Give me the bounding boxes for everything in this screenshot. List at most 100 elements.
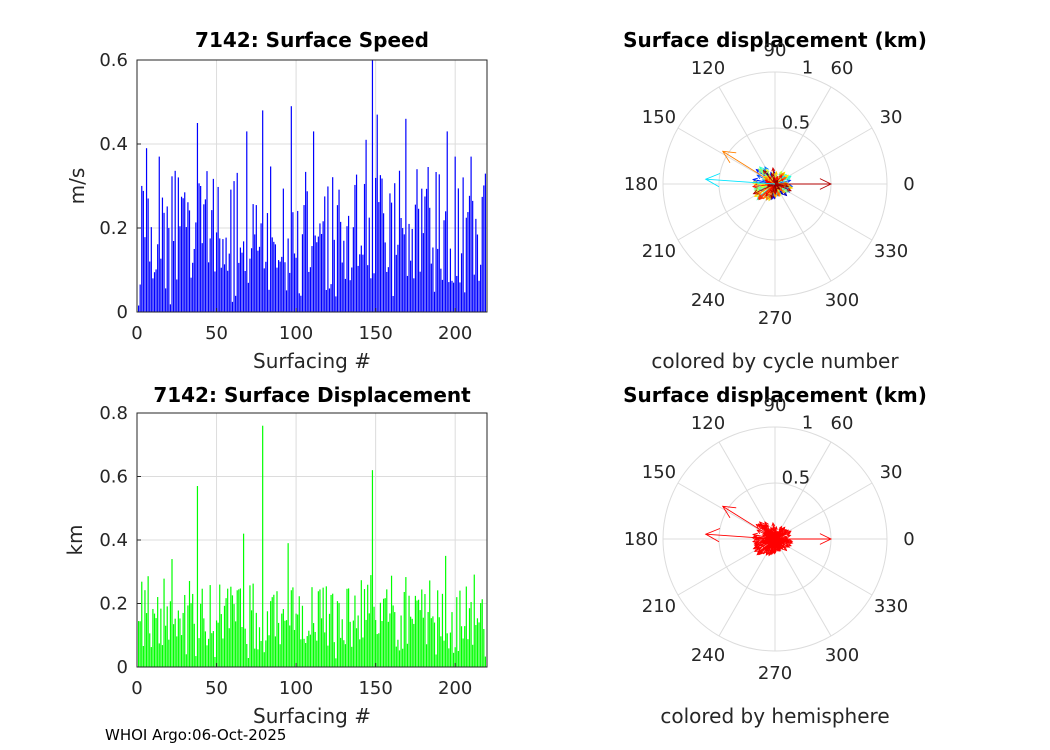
speed-bar: [425, 188, 428, 312]
polar-cycle-ring-label: 0.5: [782, 112, 811, 133]
speed-bar: [437, 248, 439, 312]
speed-bar: [305, 171, 307, 312]
displacement-bar: [387, 621, 389, 667]
displacement-bar: [142, 646, 144, 667]
speed-bar: [250, 248, 253, 312]
speed-bar: [153, 272, 156, 312]
speed-bar: [239, 247, 242, 312]
polar-hemisphere-spoke: [718, 538, 776, 637]
speed-bar: [214, 271, 216, 312]
displacement-bar: [362, 637, 364, 667]
speed-bar: [144, 237, 146, 312]
displacement-bar: [174, 618, 176, 667]
displacement-bar: [196, 486, 199, 667]
displacement-ytick-label: 0: [117, 657, 128, 678]
displacement-bar: [324, 632, 326, 667]
polar-hemisphere-title: Surface displacement (km): [623, 383, 927, 407]
displacement-bar: [475, 625, 477, 667]
polar-hemisphere-ring-label: 0.5: [782, 467, 811, 488]
speed-bar: [365, 139, 367, 312]
displacement-bar: [322, 587, 324, 667]
speed-bar: [137, 305, 140, 312]
speed-bar: [209, 238, 211, 312]
speed-bar: [309, 267, 312, 312]
polar-hemisphere-angle-label: 90: [764, 395, 787, 416]
displacement-bar: [177, 610, 179, 667]
speed-bar: [242, 241, 245, 312]
displacement-bar: [349, 621, 351, 667]
displacement-bar: [478, 622, 480, 667]
displacement-bar: [419, 610, 421, 667]
speed-bar: [227, 270, 229, 312]
speed-axes-box: [136, 59, 488, 313]
polar-hemisphere-arrow: [774, 538, 781, 545]
displacement-bar: [400, 615, 402, 667]
speed-xtick-label: 150: [358, 323, 392, 344]
speed-bar: [166, 206, 168, 312]
displacement-bar: [255, 612, 257, 667]
polar-cycle-angle-label: 0: [903, 174, 914, 195]
displacement-bar: [417, 599, 420, 667]
speed-bar: [187, 202, 189, 312]
displacement-bar: [352, 620, 354, 667]
polar-cycle-chart: Surface displacement (km) 0 30 60 90 120 150 1…: [623, 28, 927, 373]
polar-hemisphere-caption: colored by hemisphere: [660, 704, 889, 728]
speed-bar: [395, 254, 397, 312]
speed-bar: [270, 166, 272, 312]
displacement-bar: [153, 613, 156, 667]
speed-bar: [419, 271, 421, 312]
polar-cycle-arrow: [774, 183, 778, 193]
displacement-bar: [270, 601, 272, 667]
speed-bar: [362, 254, 364, 312]
displacement-bar: [265, 640, 267, 667]
displacement-bar: [246, 643, 248, 667]
speed-bar: [459, 282, 461, 312]
speed-bars: [137, 60, 487, 313]
speed-bar: [249, 258, 251, 312]
polar-hemisphere-angle-label: 240: [691, 645, 725, 666]
speed-bar: [382, 213, 385, 312]
speed-bar: [336, 205, 339, 312]
speed-bar: [292, 212, 294, 312]
speed-bar: [432, 247, 434, 312]
speed-bar: [201, 243, 203, 312]
displacement-bar: [338, 602, 340, 667]
speed-bar: [446, 131, 448, 312]
speed-bar: [301, 234, 304, 312]
speed-bar: [212, 178, 214, 312]
speed-bar: [297, 210, 299, 312]
speed-bar: [284, 262, 286, 312]
speed-bar: [400, 218, 402, 312]
speed-bar: [303, 205, 305, 312]
speed-bar: [359, 254, 361, 312]
speed-bar: [363, 183, 366, 312]
speed-bar: [265, 261, 267, 312]
speed-bar: [344, 278, 347, 312]
displacement-bar: [403, 591, 405, 667]
displacement-bar: [163, 578, 165, 667]
displacement-bar: [335, 658, 337, 667]
displacement-bar: [413, 623, 415, 667]
displacement-bar: [427, 612, 429, 667]
polar-hemisphere-ring-label: 1: [802, 413, 813, 434]
speed-bar: [333, 239, 335, 312]
displacement-bar: [394, 612, 396, 667]
displacement-bar: [263, 652, 265, 667]
displacement-bar: [411, 618, 413, 667]
displacement-bar: [371, 470, 374, 667]
speed-bar: [287, 238, 289, 312]
displacement-bar: [437, 590, 439, 667]
displacement-bar: [351, 646, 353, 667]
speed-xtick-label: 200: [438, 323, 472, 344]
displacement-bar: [470, 602, 472, 667]
displacement-bar: [397, 639, 399, 667]
speed-bar: [384, 242, 386, 312]
displacement-bar: [359, 639, 361, 667]
speed-bar: [298, 293, 300, 312]
speed-bar: [397, 244, 399, 312]
displacement-bar: [152, 608, 154, 667]
displacement-bar: [242, 533, 245, 667]
speed-bar: [411, 228, 413, 312]
polar-cycle-caption: colored by cycle number: [651, 349, 899, 373]
speed-bar: [390, 202, 393, 312]
